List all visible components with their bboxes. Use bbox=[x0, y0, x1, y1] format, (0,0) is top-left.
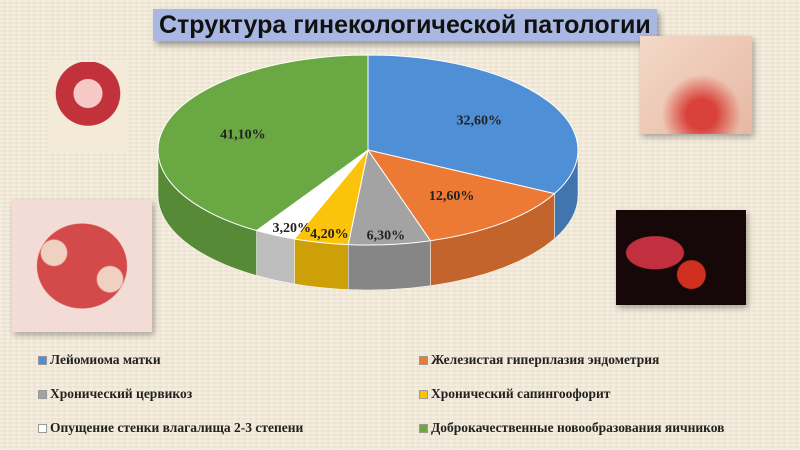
uterus-illustration-image bbox=[48, 62, 128, 152]
data-label-5: 41,10% bbox=[220, 128, 266, 143]
data-label-2: 6,30% bbox=[367, 228, 406, 243]
data-label-0: 32,60% bbox=[456, 113, 502, 128]
legend-label: Хронический сапингоофорит bbox=[431, 386, 611, 401]
slide-title: Структура гинекологической патологии bbox=[153, 9, 657, 41]
legend-swatch bbox=[38, 355, 47, 365]
pie-slice-0 bbox=[367, 54, 579, 195]
legend-item: Лейомиома матки bbox=[38, 352, 161, 368]
legend-label: Железистая гиперплазия эндометрия bbox=[431, 352, 660, 367]
ovary-cyst-illustration-image bbox=[616, 210, 746, 305]
legend-swatch bbox=[419, 355, 428, 365]
pie-slice-1 bbox=[366, 149, 556, 242]
legend-item: Опущение стенки влагалища 2-3 степени bbox=[38, 420, 303, 436]
pie-slice-side-2 bbox=[347, 240, 431, 291]
legend-label: Хронический цервикоз bbox=[50, 386, 193, 401]
legend-label: Опущение стенки влагалища 2-3 степени bbox=[50, 420, 304, 435]
legend-item: Железистая гиперплазия эндометрия bbox=[419, 352, 659, 368]
abdominal-pain-photo bbox=[640, 36, 752, 134]
legend-item: Доброкачественные новообразования яичник… bbox=[419, 420, 724, 436]
legend-item: Хронический цервикоз bbox=[38, 386, 192, 402]
legend-label: Лейомиома матки bbox=[50, 352, 161, 367]
legend-label: Доброкачественные новообразования яичник… bbox=[431, 420, 725, 435]
pie-slice-side-4 bbox=[256, 230, 295, 285]
data-label-1: 12,60% bbox=[429, 189, 475, 204]
uterus-myoma-illustration-image bbox=[12, 200, 152, 332]
pie-slice-side-3 bbox=[294, 238, 349, 290]
data-label-4: 3,20% bbox=[273, 221, 312, 236]
legend-swatch bbox=[38, 423, 47, 433]
data-label-3: 4,20% bbox=[310, 227, 349, 242]
legend-item: Хронический сапингоофорит bbox=[419, 386, 610, 402]
legend-swatch bbox=[419, 389, 428, 399]
legend-swatch bbox=[38, 389, 47, 399]
legend-swatch bbox=[419, 423, 428, 433]
pie-slice-5 bbox=[157, 54, 369, 232]
